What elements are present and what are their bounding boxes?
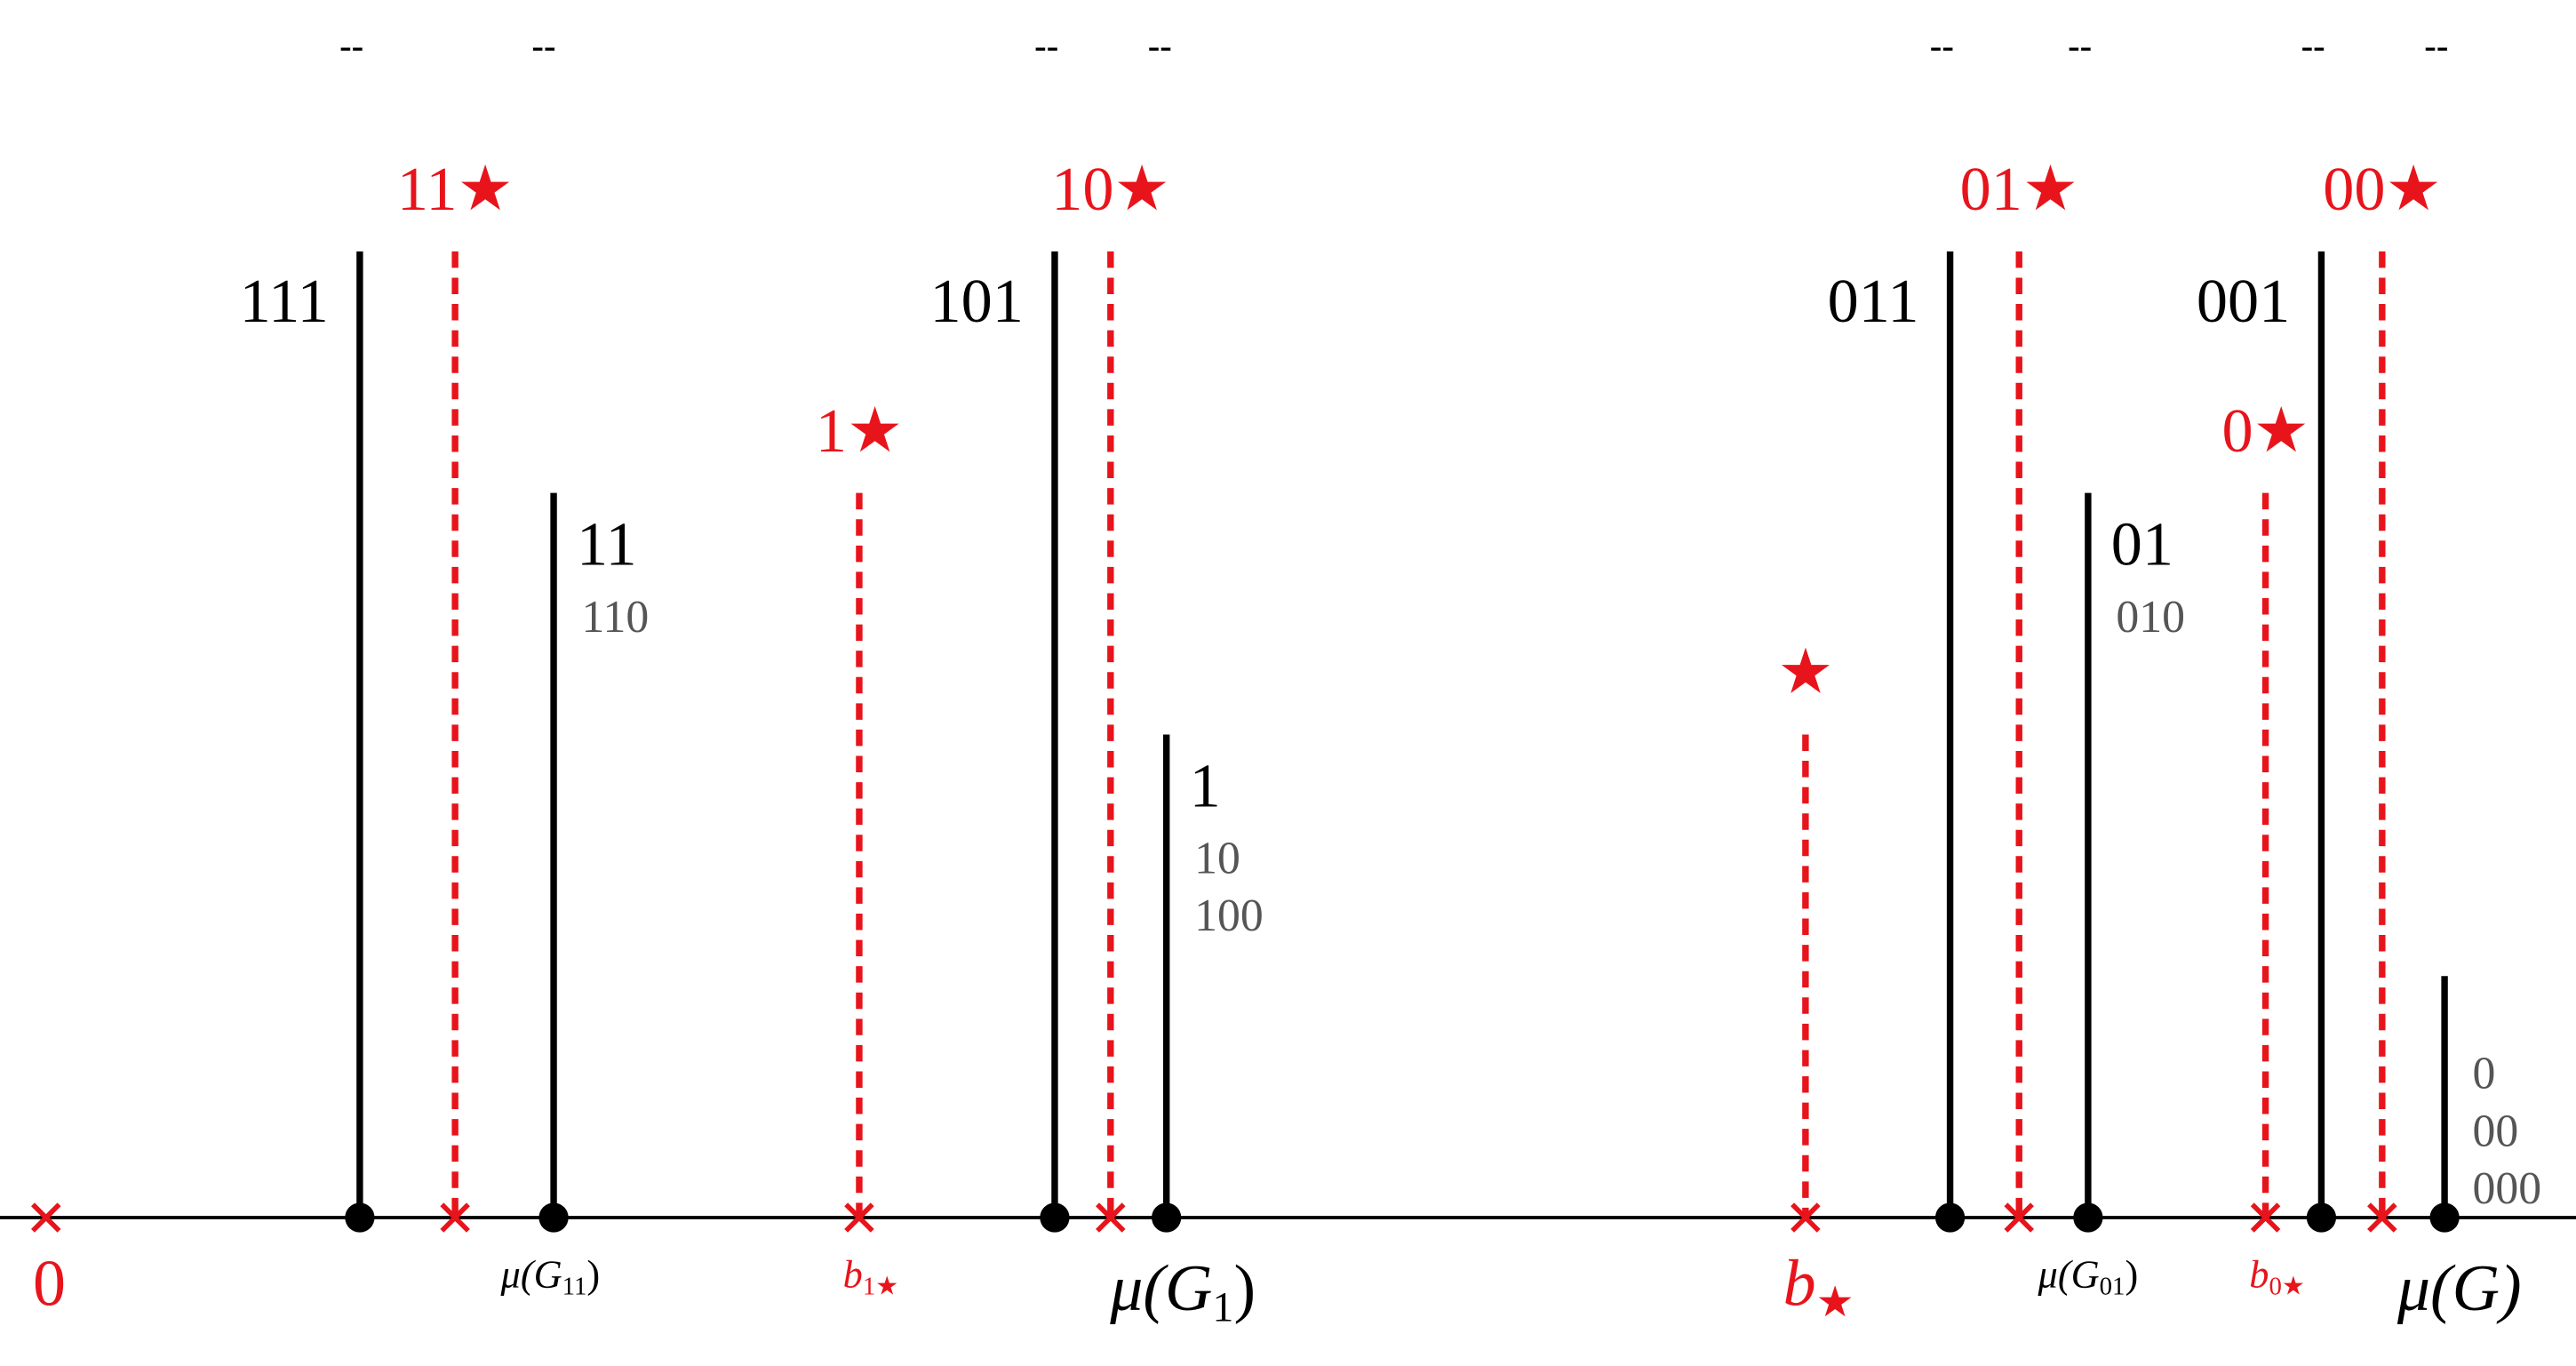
stem-label: 11 <box>577 510 637 579</box>
stem-label: 011 <box>1828 267 1919 336</box>
axis-label-text: μ(G <box>500 1252 562 1297</box>
axis-label: b0★ <box>2249 1252 2304 1301</box>
stem-dot <box>2306 1202 2337 1233</box>
top-mark: -- <box>1148 26 1172 66</box>
stem-dot <box>1040 1202 1070 1233</box>
top-mark: -- <box>2424 26 2448 66</box>
axis-label-sub: ★ <box>1816 1279 1854 1326</box>
axis-label-text: 0 <box>33 1246 66 1319</box>
stem-dot <box>345 1202 375 1233</box>
stem-label: 001 <box>2197 267 2290 336</box>
axis-label-sub: 01 <box>2100 1272 2125 1300</box>
red-stem-label: 11★ <box>397 155 514 224</box>
red-stem-label: 01★ <box>1960 155 2078 224</box>
axis-label-sub: 1★ <box>863 1272 898 1300</box>
cross <box>844 1202 874 1233</box>
cross <box>440 1202 470 1233</box>
stem-sublabel: 110 <box>581 592 649 643</box>
stem-sublabel: 010 <box>2116 592 2185 643</box>
red-stem-label: 10★ <box>1051 155 1169 224</box>
red-stem-label: 0★ <box>2222 396 2309 466</box>
axis-label: b1★ <box>843 1252 898 1301</box>
stem-label: 101 <box>929 267 1023 336</box>
axis-label: b★ <box>1783 1246 1854 1326</box>
axis-label-text: μ(G <box>1109 1251 1212 1324</box>
axis-label-text: μ(G <box>2038 1252 2100 1297</box>
stem-label: 111 <box>240 267 329 336</box>
stem-sublabel: 10 <box>1194 834 1240 884</box>
axis-label-tail: ) <box>2125 1252 2138 1297</box>
top-mark: -- <box>1034 26 1058 66</box>
stem-label: 1 <box>1190 751 1221 820</box>
axis-label-text: μ(G) <box>2397 1251 2522 1324</box>
cross <box>2250 1202 2281 1233</box>
axis-label: μ(G01) <box>2038 1252 2139 1301</box>
axis-label: μ(G) <box>2397 1251 2522 1324</box>
red-stem-label: 00★ <box>2323 155 2441 224</box>
axis-label-sub: 0★ <box>2269 1272 2304 1300</box>
cross <box>1790 1202 1821 1233</box>
cross <box>1096 1202 1126 1233</box>
axis-label-sub: 11 <box>562 1272 587 1300</box>
cross <box>2367 1202 2397 1233</box>
axis-label-text: b <box>1783 1246 1816 1319</box>
axis-label-text: b <box>2249 1252 2269 1297</box>
stem-sublabel: 000 <box>2473 1163 2542 1214</box>
axis-label: 0 <box>33 1246 66 1319</box>
stem-label: 01 <box>2111 510 2173 579</box>
axis-label-tail: ) <box>1233 1251 1256 1324</box>
axis-label: μ(G1) <box>1109 1251 1256 1331</box>
stem-dot <box>1152 1202 1182 1233</box>
axis-label-tail: ) <box>586 1252 600 1297</box>
top-mark: -- <box>531 26 555 66</box>
top-mark: -- <box>1930 26 1954 66</box>
red-stem-label: ★ <box>1777 638 1833 707</box>
stem-dot <box>538 1202 569 1233</box>
stem-sublabel: 100 <box>1194 891 1264 941</box>
stem-dot <box>2429 1202 2460 1233</box>
top-mark: -- <box>2068 26 2092 66</box>
stem-sublabel: 00 <box>2473 1106 2519 1156</box>
stem-sublabel: 0 <box>2473 1049 2496 1099</box>
stem-dot <box>2073 1202 2103 1233</box>
cross <box>2004 1202 2034 1233</box>
red-stem-label: 1★ <box>816 396 903 466</box>
axis-label-text: b <box>843 1252 863 1297</box>
top-mark: -- <box>2301 26 2325 66</box>
axis-label: μ(G11) <box>500 1252 601 1301</box>
top-mark: -- <box>339 26 363 66</box>
cross <box>31 1202 61 1233</box>
axis-label-sub: 1 <box>1212 1283 1233 1330</box>
stem-dot <box>1934 1202 1966 1233</box>
